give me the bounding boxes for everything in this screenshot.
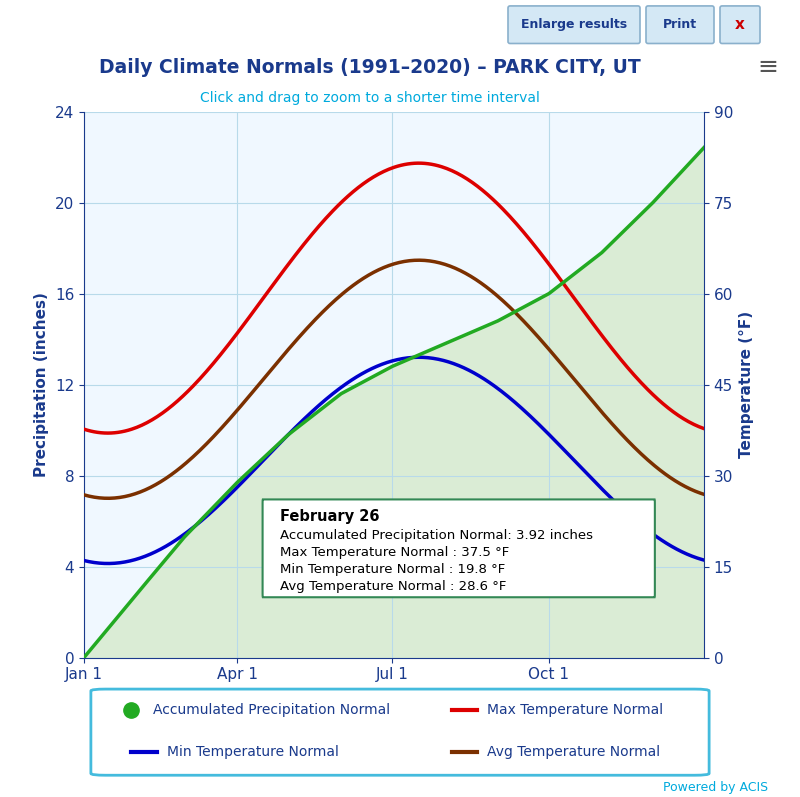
Text: February 26: February 26 (280, 508, 379, 524)
FancyBboxPatch shape (508, 6, 640, 44)
Text: Max Temperature Normal: Max Temperature Normal (487, 703, 663, 717)
Text: x: x (735, 18, 745, 32)
FancyBboxPatch shape (720, 6, 760, 44)
Text: Print: Print (663, 18, 697, 31)
Y-axis label: Precipitation (inches): Precipitation (inches) (34, 292, 50, 477)
Text: ≡: ≡ (758, 56, 778, 80)
Text: NOWData - NOAA Online Weather Data: NOWData - NOAA Online Weather Data (8, 14, 464, 35)
Text: Avg Temperature Normal: Avg Temperature Normal (487, 745, 660, 760)
Text: Click and drag to zoom to a shorter time interval: Click and drag to zoom to a shorter time… (200, 91, 540, 104)
Text: Powered by ACIS: Powered by ACIS (663, 781, 768, 794)
Text: Daily Climate Normals (1991–2020) – PARK CITY, UT: Daily Climate Normals (1991–2020) – PARK… (99, 58, 641, 77)
FancyBboxPatch shape (262, 500, 655, 597)
Text: Accumulated Precipitation Normal: 3.92 inches
Max Temperature Normal : 37.5 °F
M: Accumulated Precipitation Normal: 3.92 i… (280, 529, 593, 593)
FancyBboxPatch shape (91, 689, 709, 775)
Text: Enlarge results: Enlarge results (521, 18, 627, 31)
FancyBboxPatch shape (646, 6, 714, 44)
Y-axis label: Temperature (°F): Temperature (°F) (738, 311, 754, 458)
Text: Accumulated Precipitation Normal: Accumulated Precipitation Normal (154, 703, 390, 717)
Text: Min Temperature Normal: Min Temperature Normal (166, 745, 338, 760)
